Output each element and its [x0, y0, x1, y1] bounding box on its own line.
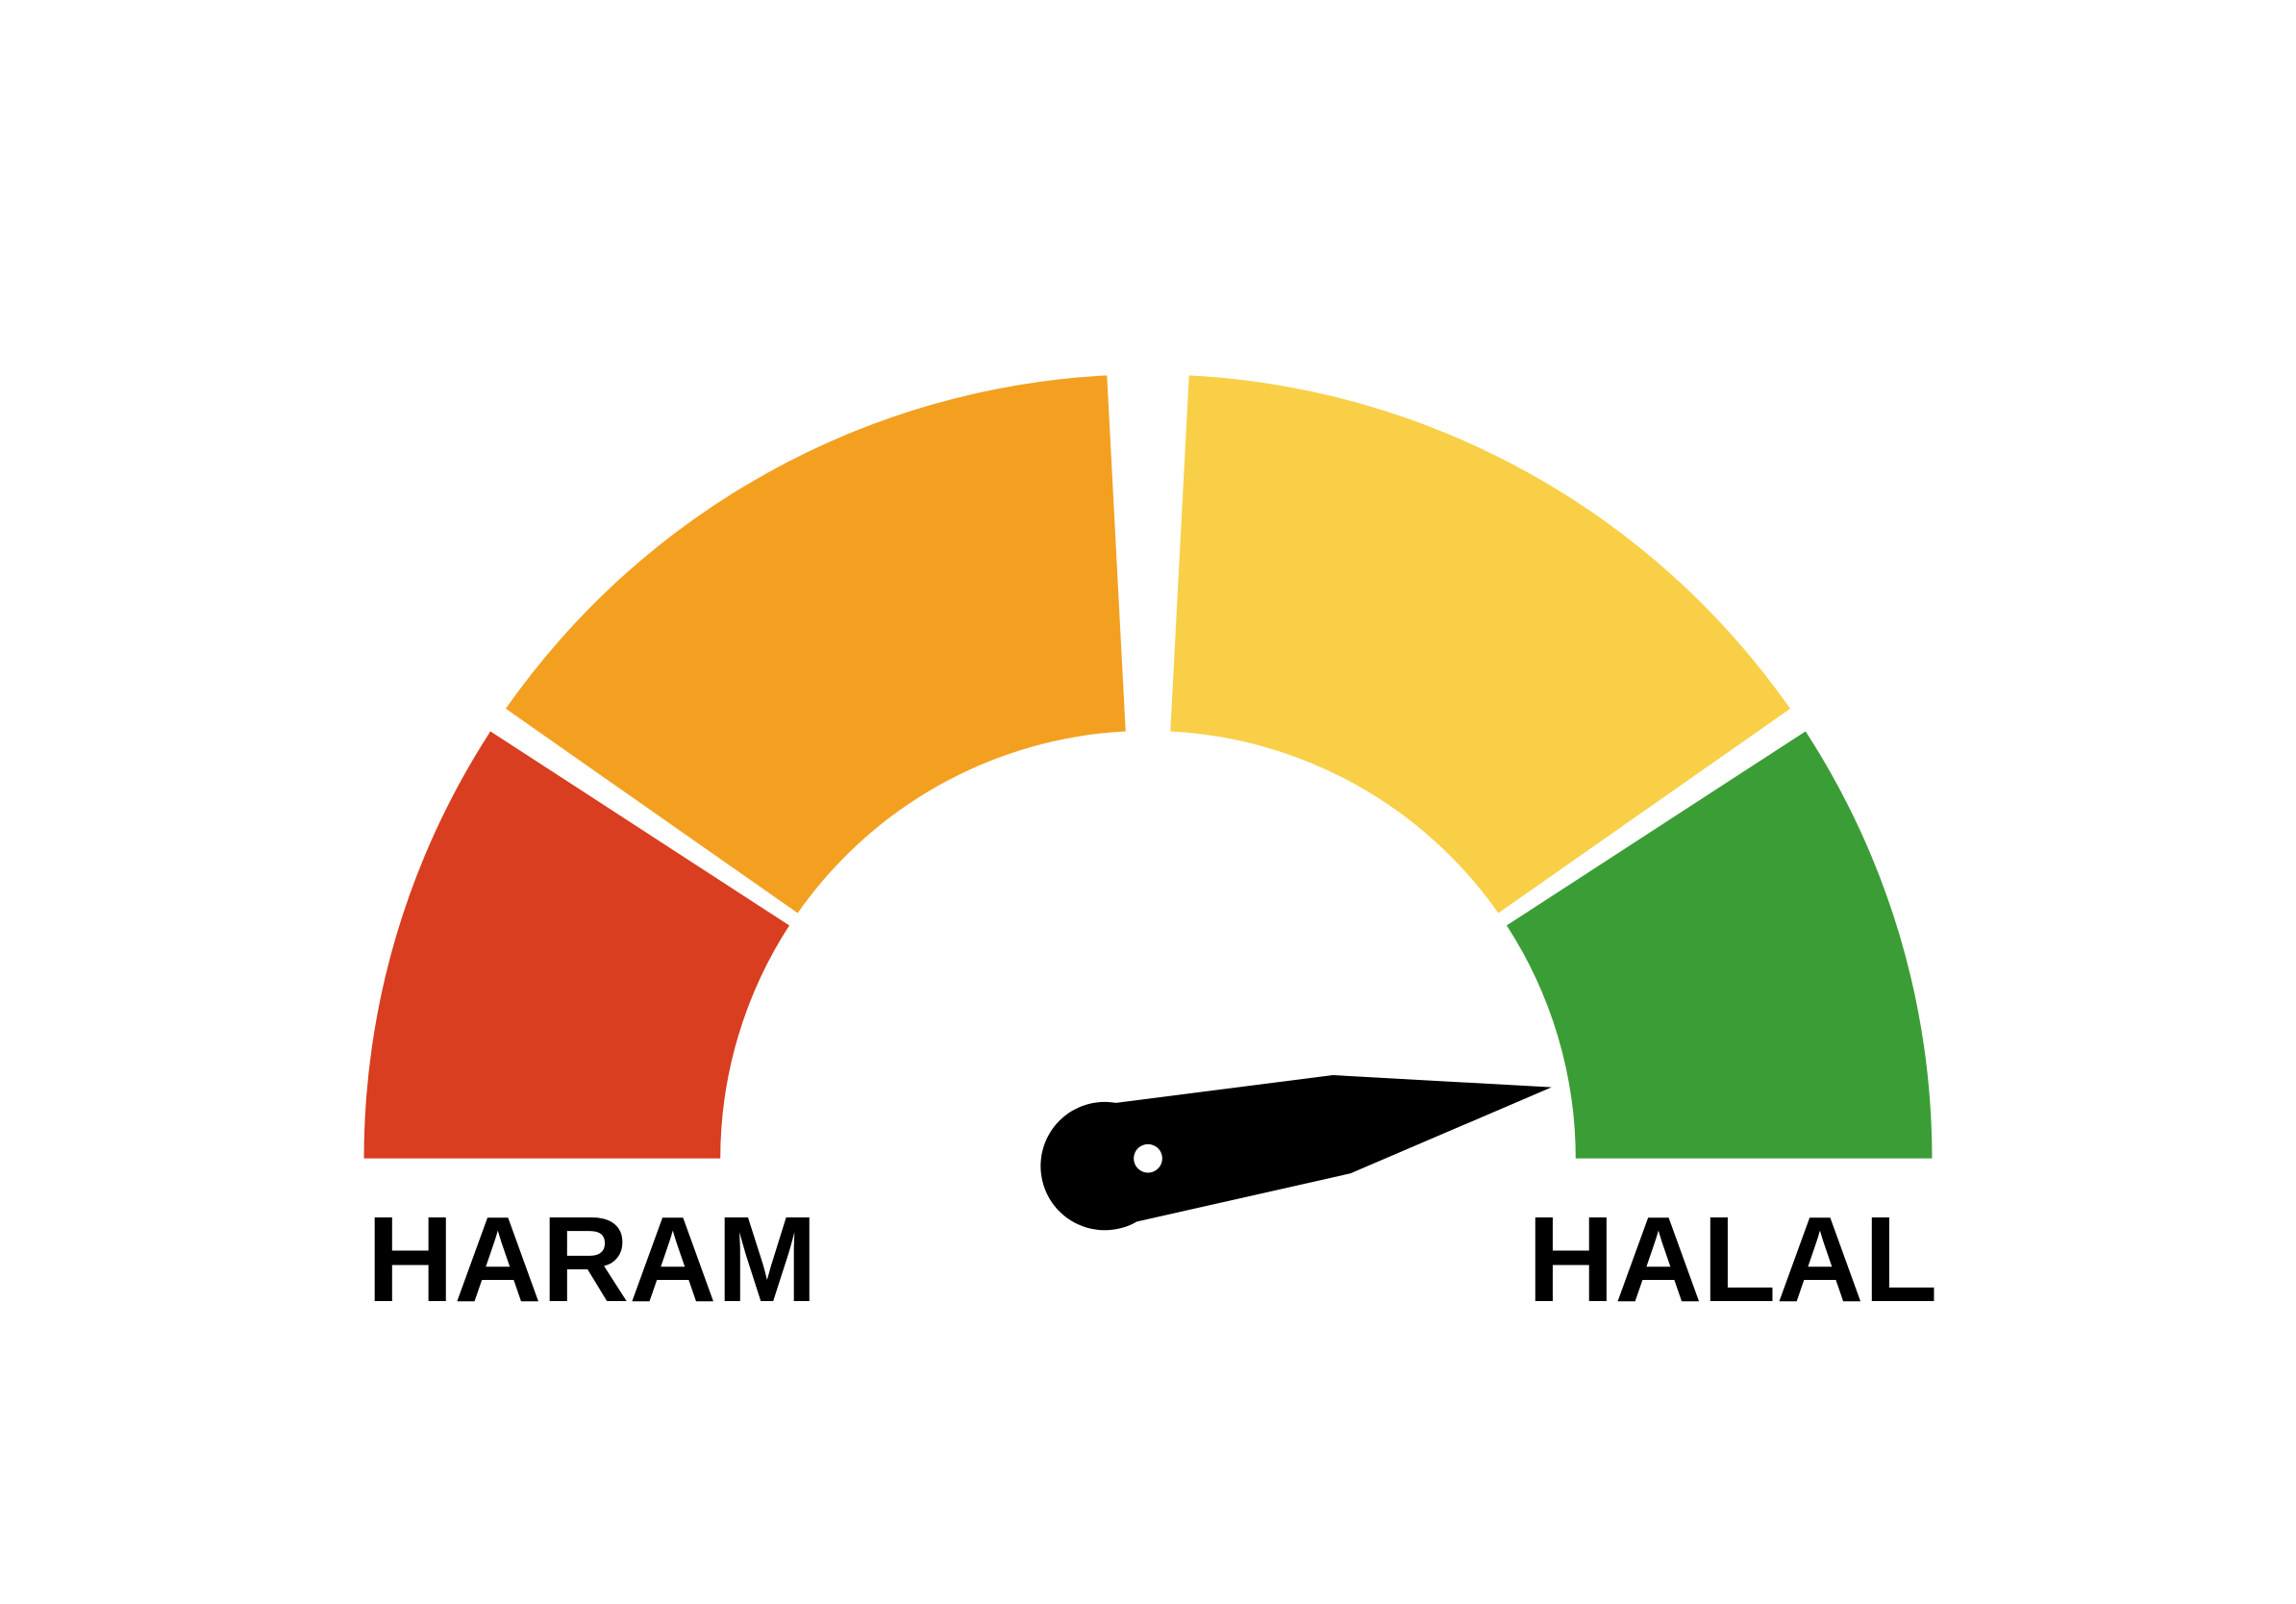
gauge-svg: HARAM HALAL [0, 0, 2296, 1604]
gauge-segments [364, 375, 1933, 1158]
label-haram: HARAM [366, 1191, 817, 1327]
label-halal: HALAL [1527, 1191, 1937, 1327]
needle-pivot-hole [1134, 1144, 1162, 1173]
needle-body [1040, 1075, 1551, 1230]
gauge-container: HARAM HALAL [0, 0, 2296, 1604]
gauge-needle [1040, 1075, 1551, 1230]
